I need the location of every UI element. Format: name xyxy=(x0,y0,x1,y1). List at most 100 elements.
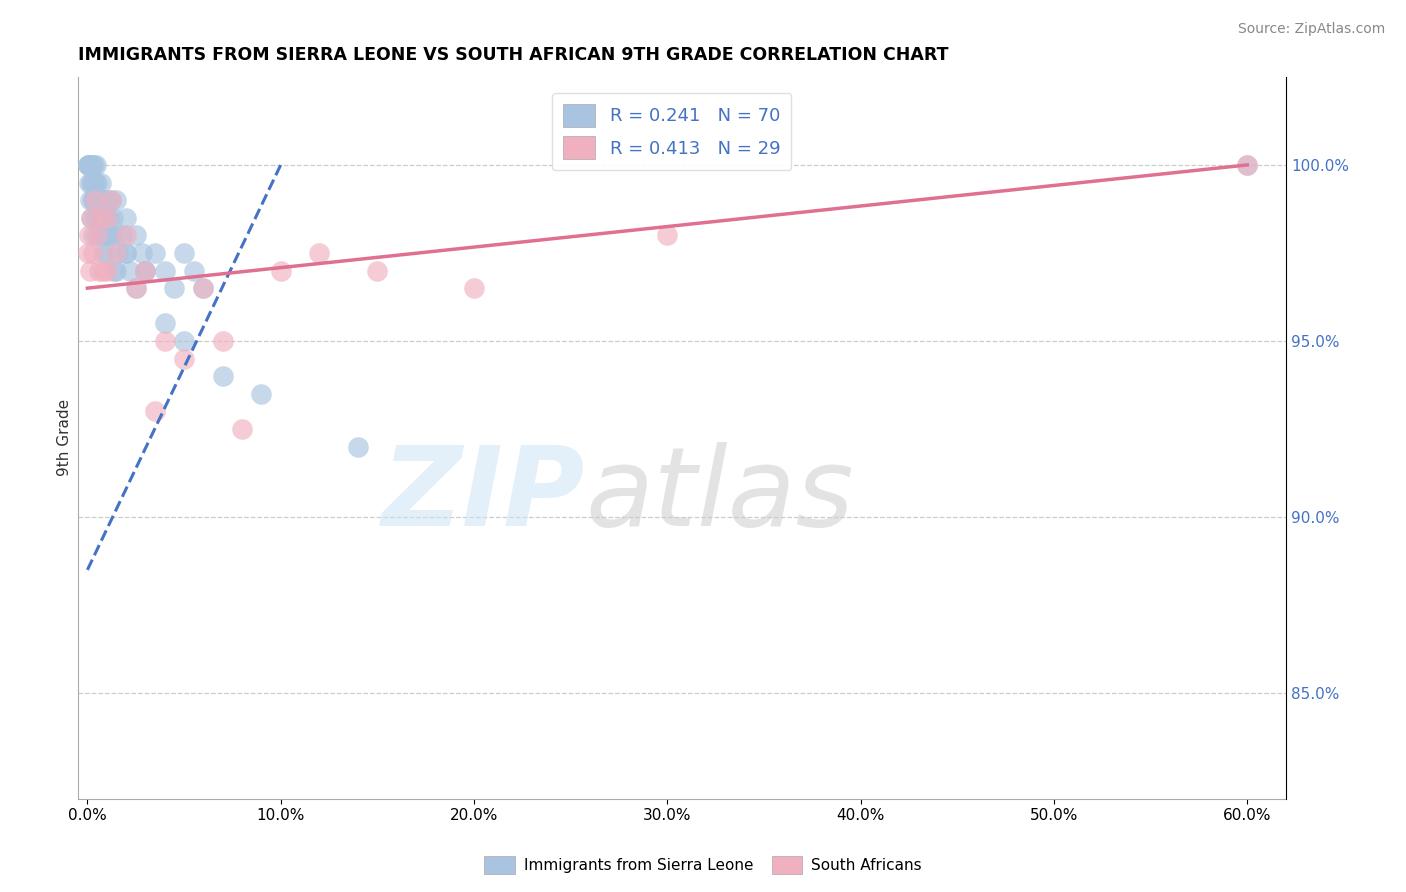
Point xyxy=(82,228,104,243)
Point xyxy=(82,158,104,172)
Legend: Immigrants from Sierra Leone, South Africans: Immigrants from Sierra Leone, South Afri… xyxy=(478,850,928,880)
Point xyxy=(82,246,104,260)
Point xyxy=(79,193,101,207)
Point xyxy=(1236,158,1258,172)
Point xyxy=(79,263,101,277)
Point xyxy=(153,263,176,277)
Point xyxy=(87,211,110,225)
Legend: R = 0.241   N = 70, R = 0.413   N = 29: R = 0.241 N = 70, R = 0.413 N = 29 xyxy=(553,93,792,170)
Point xyxy=(90,176,112,190)
Point xyxy=(83,158,105,172)
Point xyxy=(134,263,156,277)
Point xyxy=(77,246,100,260)
Point xyxy=(211,334,233,348)
Point xyxy=(91,211,114,225)
Point xyxy=(163,281,186,295)
Point xyxy=(94,228,117,243)
Point xyxy=(366,263,388,277)
Point xyxy=(80,176,103,190)
Point xyxy=(100,193,122,207)
Point xyxy=(90,211,112,225)
Point xyxy=(173,351,195,366)
Point xyxy=(91,263,114,277)
Point xyxy=(94,211,117,225)
Point xyxy=(96,211,118,225)
Point xyxy=(80,211,103,225)
Point xyxy=(97,211,120,225)
Point xyxy=(86,193,108,207)
Text: atlas: atlas xyxy=(585,442,853,549)
Point xyxy=(84,193,107,207)
Point xyxy=(308,246,330,260)
Point xyxy=(79,228,101,243)
Point xyxy=(100,193,122,207)
Point xyxy=(86,228,108,243)
Point xyxy=(87,211,110,225)
Point xyxy=(115,211,138,225)
Point xyxy=(125,281,148,295)
Point xyxy=(173,334,195,348)
Point xyxy=(96,246,118,260)
Point xyxy=(86,228,108,243)
Point xyxy=(115,228,138,243)
Point xyxy=(82,193,104,207)
Point xyxy=(101,211,124,225)
Point xyxy=(84,176,107,190)
Point xyxy=(87,263,110,277)
Point xyxy=(270,263,292,277)
Point xyxy=(1236,158,1258,172)
Point xyxy=(111,228,134,243)
Point xyxy=(87,193,110,207)
Point xyxy=(115,246,138,260)
Point xyxy=(105,246,128,260)
Point xyxy=(79,176,101,190)
Point xyxy=(103,263,125,277)
Point xyxy=(153,334,176,348)
Point xyxy=(84,193,107,207)
Point xyxy=(115,246,138,260)
Point xyxy=(657,228,679,243)
Point xyxy=(90,228,112,243)
Point xyxy=(105,193,128,207)
Point xyxy=(77,158,100,172)
Point xyxy=(143,246,166,260)
Point xyxy=(96,211,118,225)
Point xyxy=(131,246,153,260)
Point xyxy=(125,228,148,243)
Point xyxy=(193,281,215,295)
Point xyxy=(80,211,103,225)
Point xyxy=(107,246,129,260)
Point xyxy=(84,211,107,225)
Point xyxy=(86,176,108,190)
Point xyxy=(125,281,148,295)
Point xyxy=(118,263,141,277)
Point xyxy=(91,193,114,207)
Point xyxy=(91,246,114,260)
Point xyxy=(96,228,118,243)
Point xyxy=(143,404,166,418)
Point xyxy=(77,158,100,172)
Point xyxy=(79,158,101,172)
Point xyxy=(250,386,273,401)
Point xyxy=(183,263,205,277)
Text: IMMIGRANTS FROM SIERRA LEONE VS SOUTH AFRICAN 9TH GRADE CORRELATION CHART: IMMIGRANTS FROM SIERRA LEONE VS SOUTH AF… xyxy=(77,46,948,64)
Point xyxy=(90,193,112,207)
Point xyxy=(79,158,101,172)
Point xyxy=(83,176,105,190)
Point xyxy=(134,263,156,277)
Point xyxy=(105,263,128,277)
Y-axis label: 9th Grade: 9th Grade xyxy=(58,400,72,476)
Point xyxy=(463,281,485,295)
Point xyxy=(82,193,104,207)
Point xyxy=(211,369,233,384)
Point xyxy=(96,193,118,207)
Point xyxy=(105,228,128,243)
Point xyxy=(82,176,104,190)
Text: Source: ZipAtlas.com: Source: ZipAtlas.com xyxy=(1237,22,1385,37)
Point xyxy=(100,228,122,243)
Text: ZIP: ZIP xyxy=(381,442,585,549)
Point xyxy=(347,440,370,454)
Point xyxy=(134,263,156,277)
Point xyxy=(153,317,176,331)
Point xyxy=(80,158,103,172)
